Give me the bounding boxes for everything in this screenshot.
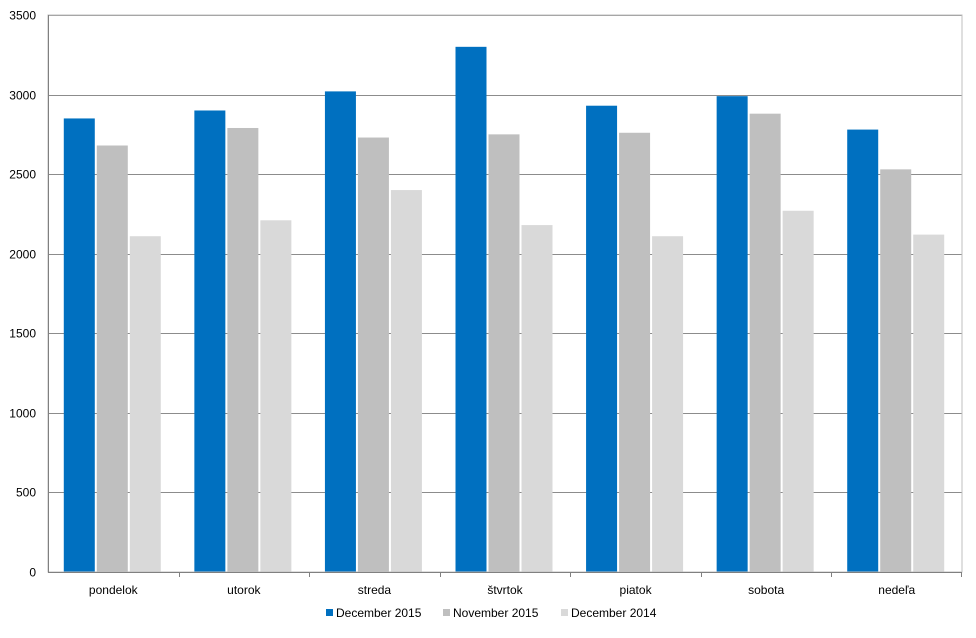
- y-tick-label: 0: [29, 566, 36, 580]
- axes: [47, 14, 963, 577]
- bar-1-5: [586, 105, 618, 572]
- legend-swatch-2: [443, 609, 450, 616]
- legend-swatch-1: [326, 609, 333, 616]
- x-category-label: štvrtok: [487, 583, 523, 597]
- bar-3-2: [260, 220, 292, 572]
- legend: December 2015 November 2015 December 2014: [326, 606, 657, 620]
- x-category-label: sobota: [748, 583, 784, 597]
- x-category-label: piatok: [620, 583, 653, 597]
- y-tick-label: 2000: [9, 248, 36, 262]
- bar-1-7: [847, 129, 879, 572]
- bar-3-5: [652, 236, 684, 573]
- bar-3-3: [390, 190, 422, 573]
- bar-2-7: [880, 169, 912, 572]
- x-axis-category-labels: pondelok utorok streda štvrtok piatok sobota n…: [89, 583, 916, 597]
- bar-3-7: [913, 234, 945, 573]
- y-tick-label: 3000: [9, 89, 36, 103]
- legend-label-1: December 2015: [336, 606, 422, 620]
- legend-label-2: November 2015: [453, 606, 539, 620]
- bar-3-6: [782, 210, 814, 572]
- x-category-label: pondelok: [89, 583, 139, 597]
- y-tick-label: 2500: [9, 168, 36, 182]
- bars: [63, 46, 945, 573]
- legend-label-3: December 2014: [571, 606, 657, 620]
- bar-1-4: [455, 46, 487, 573]
- bar-2-1: [96, 145, 128, 573]
- bar-1-1: [63, 118, 95, 572]
- x-category-label: utorok: [227, 583, 261, 597]
- bar-1-2: [194, 110, 226, 572]
- bar-1-6: [716, 96, 748, 573]
- bar-2-3: [357, 137, 389, 573]
- bar-3-1: [129, 236, 161, 573]
- x-category-label: streda: [358, 583, 392, 597]
- bar-1-3: [324, 91, 356, 572]
- bar-2-4: [488, 134, 520, 572]
- y-tick-label: 1500: [9, 327, 36, 341]
- bar-2-5: [619, 132, 651, 572]
- bar-2-6: [749, 113, 781, 572]
- bar-3-4: [521, 225, 553, 572]
- y-tick-label: 500: [16, 486, 36, 500]
- y-tick-label: 1000: [9, 407, 36, 421]
- y-axis-tick-labels: 0 500 1000 1500 2000 2500 3000 3500: [9, 9, 36, 580]
- legend-swatch-3: [561, 609, 568, 616]
- bar-2-2: [227, 127, 259, 573]
- x-category-label: nedeľa: [878, 583, 915, 597]
- y-tick-label: 3500: [9, 9, 36, 23]
